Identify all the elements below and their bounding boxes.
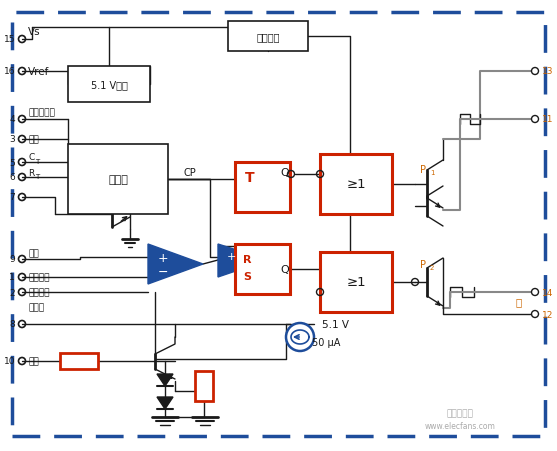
Text: 同相输入: 同相输入: [28, 288, 50, 297]
Text: +: +: [226, 252, 236, 262]
Circle shape: [286, 323, 314, 351]
Text: ≥1: ≥1: [346, 276, 366, 289]
Text: 1: 1: [9, 273, 15, 282]
Text: 9: 9: [9, 255, 15, 264]
Bar: [68, 67, 150, 103]
Polygon shape: [157, 374, 173, 386]
Text: 关闭: 关闭: [28, 357, 39, 366]
Text: ≥1: ≥1: [346, 178, 366, 191]
Text: Vref: Vref: [28, 67, 50, 77]
Text: Q: Q: [280, 168, 289, 178]
Text: 补偿: 补偿: [28, 249, 39, 258]
Text: CP: CP: [184, 168, 197, 178]
Text: 2: 2: [9, 288, 15, 297]
Text: P: P: [420, 259, 426, 269]
Text: T: T: [245, 170, 255, 184]
Text: 反向输入: 反向输入: [28, 273, 50, 282]
Text: 电子发烧友: 电子发烧友: [447, 409, 473, 418]
Text: 11: 11: [542, 115, 554, 124]
Text: 振荡器: 振荡器: [108, 175, 128, 184]
Text: Vs: Vs: [28, 27, 41, 37]
Text: www.elecfans.com: www.elecfans.com: [424, 422, 495, 431]
Bar: [68, 145, 168, 215]
Text: 10: 10: [3, 357, 15, 366]
Polygon shape: [218, 244, 268, 277]
Text: 软启动: 软启动: [28, 303, 44, 312]
Text: 6: 6: [9, 173, 15, 182]
Polygon shape: [157, 397, 173, 409]
Text: Q: Q: [280, 264, 289, 274]
Text: R: R: [243, 254, 252, 264]
Bar: [60, 353, 98, 369]
Bar: [228, 22, 308, 52]
Text: 13: 13: [542, 67, 554, 76]
Text: 5.1 V: 5.1 V: [322, 319, 349, 329]
Text: 欠压锁定: 欠压锁定: [256, 32, 280, 42]
Text: T: T: [35, 174, 39, 179]
Bar: [235, 163, 290, 212]
Text: 3: 3: [9, 135, 15, 144]
Text: −: −: [158, 265, 168, 278]
Text: 4: 4: [9, 115, 15, 124]
Text: 15: 15: [3, 36, 15, 44]
Text: 振荡器输出: 振荡器输出: [28, 108, 55, 117]
Bar: [320, 155, 392, 215]
Text: T: T: [35, 159, 39, 165]
Text: 7: 7: [9, 193, 15, 202]
Text: R: R: [28, 168, 34, 177]
Text: S: S: [243, 272, 251, 281]
Text: 2: 2: [430, 264, 434, 271]
Text: 5: 5: [9, 158, 15, 167]
Text: P: P: [420, 165, 426, 175]
Text: 50 μA: 50 μA: [312, 337, 340, 347]
Text: 5.1 V基准: 5.1 V基准: [91, 80, 128, 90]
Text: 12: 12: [542, 310, 553, 319]
Text: +: +: [158, 251, 168, 264]
Text: 16: 16: [3, 67, 15, 76]
Bar: [320, 253, 392, 312]
Text: 1: 1: [430, 170, 434, 175]
Bar: [195, 371, 213, 401]
Text: 14: 14: [542, 288, 553, 297]
Bar: [235, 244, 290, 295]
Text: C: C: [28, 153, 34, 162]
Text: 地: 地: [516, 296, 522, 306]
Text: 8: 8: [9, 320, 15, 329]
Text: 同步: 同步: [28, 135, 39, 144]
Polygon shape: [148, 244, 203, 285]
